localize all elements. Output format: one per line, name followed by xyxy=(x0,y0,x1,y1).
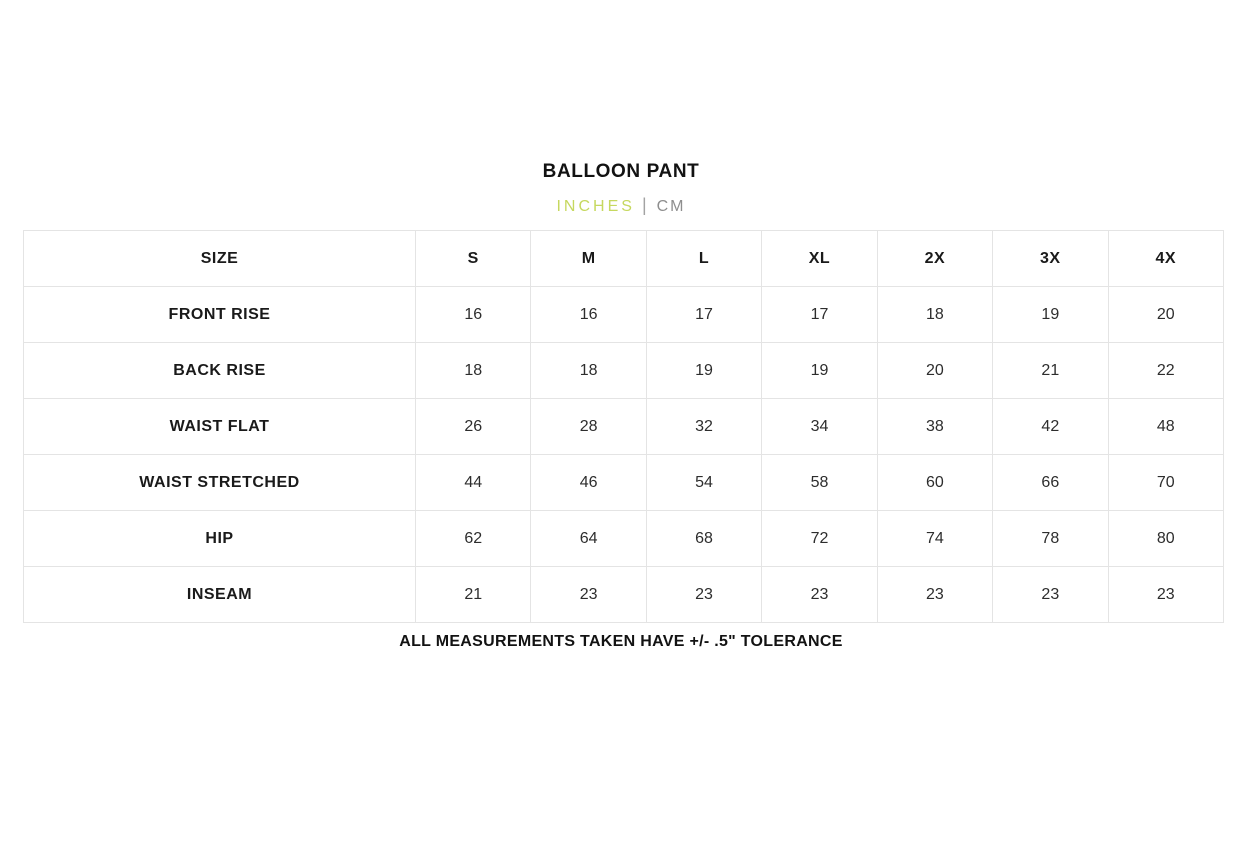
unit-toggle: INCHES | CM xyxy=(0,194,1242,218)
unit-inches-button[interactable]: INCHES xyxy=(556,198,635,215)
unit-separator: | xyxy=(641,195,647,215)
table-cell: 68 xyxy=(645,510,763,567)
table-cell: 20 xyxy=(876,342,994,399)
table-row-hip: HIP 62 64 68 72 74 78 80 xyxy=(23,510,1225,567)
table-cell: 58 xyxy=(761,454,878,511)
row-label: BACK RISE xyxy=(23,342,416,399)
table-cell: 54 xyxy=(645,454,763,511)
table-cell: 46 xyxy=(530,454,647,511)
table-row-back-rise: BACK RISE 18 18 19 19 20 21 22 xyxy=(23,342,1225,399)
table-cell: 66 xyxy=(992,454,1109,511)
table-cell: 78 xyxy=(992,510,1109,567)
column-header-s: S xyxy=(414,230,532,287)
table-cell: 60 xyxy=(876,454,994,511)
table-row-front-rise: FRONT RISE 16 16 17 17 18 19 20 xyxy=(23,286,1225,343)
row-label: WAIST FLAT xyxy=(23,398,416,455)
row-label: FRONT RISE xyxy=(23,286,416,343)
table-cell: 23 xyxy=(645,566,763,623)
table-row-waist-flat: WAIST FLAT 26 28 32 34 38 42 48 xyxy=(23,398,1225,455)
table-cell: 18 xyxy=(876,286,994,343)
table-cell: 17 xyxy=(645,286,763,343)
table-cell: 20 xyxy=(1107,286,1225,343)
table-cell: 16 xyxy=(530,286,647,343)
table-row-waist-stretched: WAIST STRETCHED 44 46 54 58 60 66 70 xyxy=(23,454,1225,511)
size-guide-panel: BALLOON PANT INCHES | CM SIZE S M L XL 2X … xyxy=(0,161,1242,650)
table-cell: 70 xyxy=(1107,454,1225,511)
table-cell: 21 xyxy=(992,342,1109,399)
table-cell: 80 xyxy=(1107,510,1225,567)
table-cell: 38 xyxy=(876,398,994,455)
table-row-inseam: INSEAM 21 23 23 23 23 23 23 xyxy=(23,566,1225,623)
table-cell: 23 xyxy=(876,566,994,623)
table-cell: 16 xyxy=(414,286,532,343)
table-cell: 17 xyxy=(761,286,878,343)
column-header-4x: 4X xyxy=(1107,230,1225,287)
row-label: INSEAM xyxy=(23,566,416,623)
table-cell: 28 xyxy=(530,398,647,455)
table-cell: 22 xyxy=(1107,342,1225,399)
column-header-2x: 2X xyxy=(876,230,994,287)
table-cell: 21 xyxy=(414,566,532,623)
table-cell: 64 xyxy=(530,510,647,567)
table-cell: 44 xyxy=(414,454,532,511)
column-header-xl: XL xyxy=(761,230,878,287)
table-cell: 23 xyxy=(761,566,878,623)
table-cell: 18 xyxy=(530,342,647,399)
row-label: WAIST STRETCHED xyxy=(23,454,416,511)
table-cell: 18 xyxy=(414,342,532,399)
column-header-3x: 3X xyxy=(992,230,1109,287)
table-cell: 23 xyxy=(1107,566,1225,623)
table-cell: 72 xyxy=(761,510,878,567)
table-cell: 48 xyxy=(1107,398,1225,455)
size-chart-table: SIZE S M L XL 2X 3X 4X FRONT RISE 16 16 … xyxy=(23,230,1225,623)
table-cell: 19 xyxy=(645,342,763,399)
column-header-m: M xyxy=(530,230,647,287)
table-cell: 34 xyxy=(761,398,878,455)
table-cell: 26 xyxy=(414,398,532,455)
table-cell: 23 xyxy=(992,566,1109,623)
column-header-l: L xyxy=(645,230,763,287)
row-label: HIP xyxy=(23,510,416,567)
table-header-row: SIZE S M L XL 2X 3X 4X xyxy=(23,230,1225,287)
table-cell: 62 xyxy=(414,510,532,567)
page-title: BALLOON PANT xyxy=(542,161,700,182)
unit-cm-button[interactable]: CM xyxy=(656,198,686,215)
table-cell: 23 xyxy=(530,566,647,623)
table-cell: 19 xyxy=(992,286,1109,343)
tolerance-note: ALL MEASUREMENTS TAKEN HAVE +/- .5" TOLE… xyxy=(399,633,843,650)
table-cell: 32 xyxy=(645,398,763,455)
table-cell: 74 xyxy=(876,510,994,567)
column-header-size: SIZE xyxy=(23,230,416,287)
table-cell: 19 xyxy=(761,342,878,399)
table-cell: 42 xyxy=(992,398,1109,455)
